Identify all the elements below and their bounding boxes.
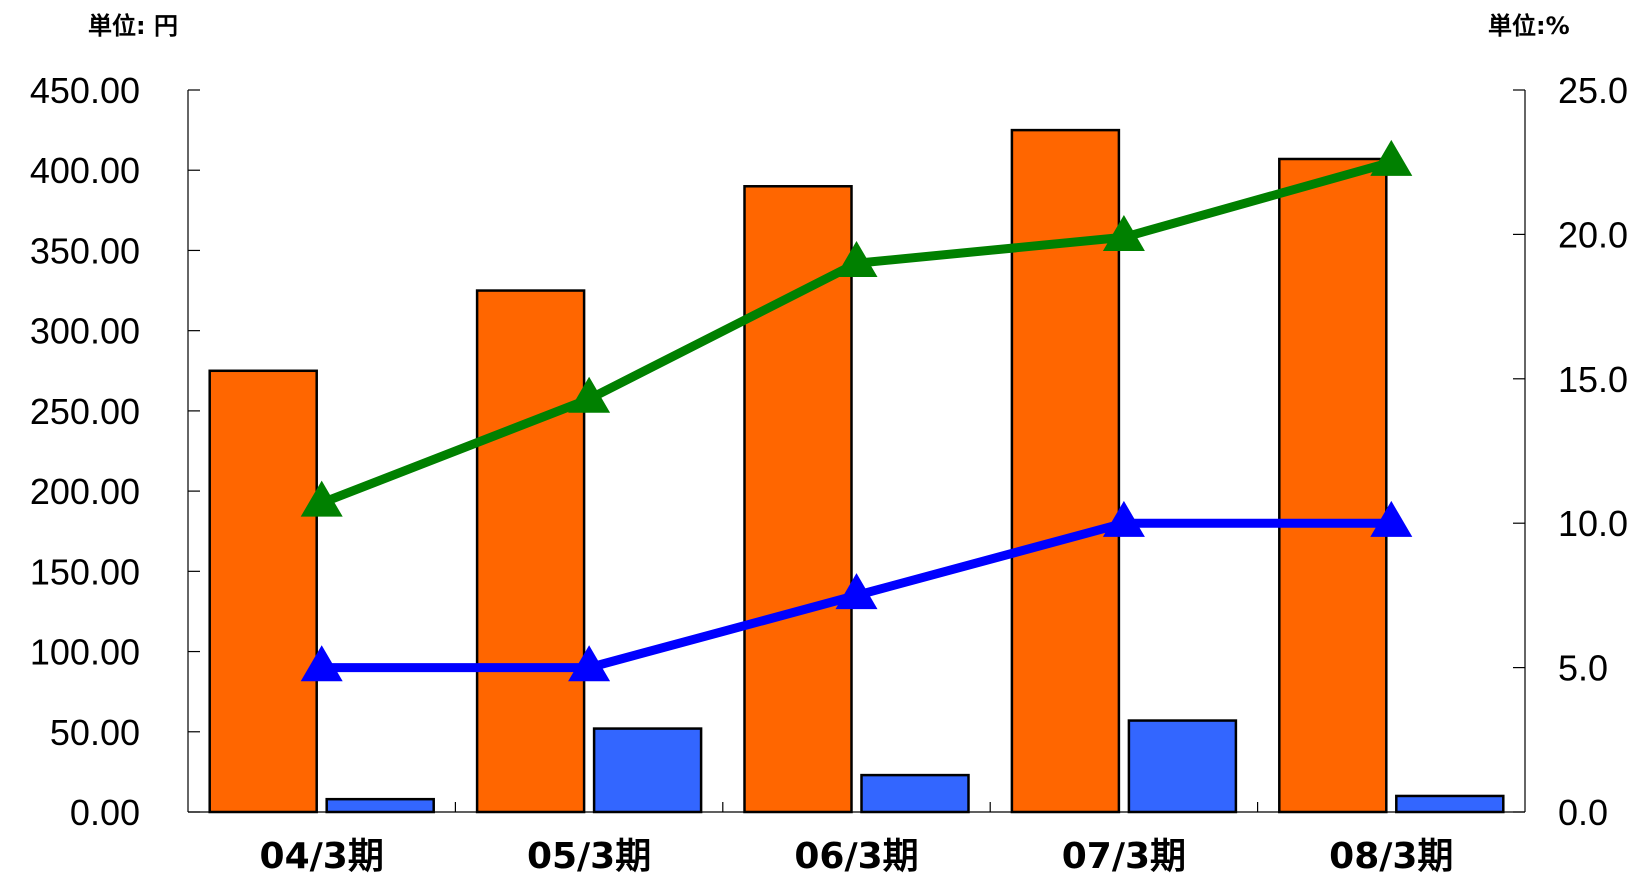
left-axis-tick-label: 350.00 [30,230,140,271]
bar [1278,157,1388,814]
line-point-triangle [1370,139,1413,176]
left-axis-tick-label: 50.00 [50,712,140,753]
line-point-triangle [1102,214,1145,251]
x-axis-category-label: 08/3期 [1329,836,1453,877]
left-axis-tick-label: 400.00 [30,150,140,191]
left-axis-tick-label: 450.00 [30,70,140,111]
left-axis-unit-label: 単位: 円 [88,12,178,40]
left-axis-tick-label: 200.00 [30,471,140,512]
left-axis-tick-label: 300.00 [30,311,140,352]
right-axis-tick-label: 10.0 [1558,503,1628,544]
bars [208,128,1505,814]
left-axis-tick-label: 100.00 [30,632,140,673]
labels: 0.00 50.00 100.00 150.00 200.00 250.00 300.00 3… [30,70,1628,877]
x-axis-category-label: 05/3期 [527,836,651,877]
line-point-triangle [568,376,611,413]
left-axis-tick-label: 250.00 [30,391,140,432]
line-point-triangle [300,645,343,682]
line-point-triangle [835,240,878,277]
x-axis-category-label: 04/3期 [260,836,384,877]
right-axis-tick-label: 25.0 [1558,70,1628,111]
bar [592,727,703,814]
bar [743,185,853,814]
right-axis-tick-label: 5.0 [1558,648,1608,689]
bar [1395,794,1505,814]
left-axis-tick-label: 150.00 [30,551,140,592]
right-axis-tick-label: 15.0 [1558,359,1628,400]
bar [1127,719,1238,814]
line-point-triangle [568,645,611,682]
right-axis-tick-label: 0.0 [1558,792,1608,833]
lines [300,139,1413,682]
bar [475,289,586,814]
bar [860,773,970,814]
bar [325,797,435,814]
x-axis-category-label: 07/3期 [1062,836,1186,877]
line-point-triangle [835,573,878,610]
line-point-triangle [1370,500,1413,537]
line-point-triangle [1102,500,1145,537]
line-point-triangle [300,480,343,517]
bar [1010,128,1121,814]
bar [208,369,318,814]
left-axis-tick-label: 0.00 [70,792,140,833]
x-axis-category-label: 06/3期 [794,836,918,877]
right-axis-tick-label: 20.0 [1558,214,1628,255]
right-axis-unit-label: 単位:% [1488,12,1570,40]
